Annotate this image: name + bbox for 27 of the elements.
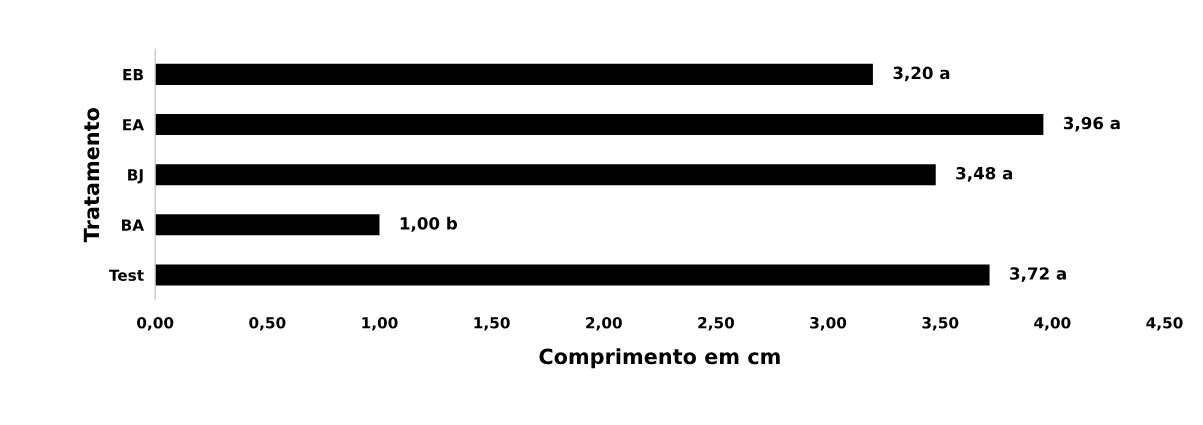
x-tick-label: 0,00 xyxy=(137,316,174,331)
x-tick-label: 3,00 xyxy=(810,316,847,331)
bar xyxy=(155,214,380,236)
y-tick-label: EA xyxy=(123,119,144,131)
y-tick-label: BA xyxy=(122,219,144,231)
x-tick-label: 2,00 xyxy=(586,316,622,331)
data-label: 1,00 b xyxy=(400,216,458,232)
data-label: 3,20 a xyxy=(893,66,950,82)
x-tick-label: 3,50 xyxy=(922,316,959,331)
y-tick-label: Test xyxy=(108,269,144,281)
bar xyxy=(155,63,873,85)
x-tick-label: 4,50 xyxy=(1146,316,1183,331)
x-axis-title: Comprimento em cm xyxy=(539,348,780,369)
x-tick-label: 4,00 xyxy=(1034,316,1071,331)
y-tick-label: BJ xyxy=(128,169,143,184)
data-label: 3,72 a xyxy=(1010,267,1066,282)
y-axis-title: Tratamento xyxy=(83,107,100,243)
x-tick-label: 0,50 xyxy=(249,316,286,331)
x-tick-label: 1,00 xyxy=(362,316,398,331)
y-tick-label: EB xyxy=(123,69,143,81)
bar xyxy=(155,164,936,186)
x-tick-label: 1,50 xyxy=(474,316,510,331)
data-label: 3,96 a xyxy=(1063,116,1120,132)
bar xyxy=(155,113,1044,136)
x-tick-label: 2,50 xyxy=(698,316,735,331)
bar xyxy=(155,264,990,286)
data-label: 3,48 a xyxy=(956,166,1013,182)
